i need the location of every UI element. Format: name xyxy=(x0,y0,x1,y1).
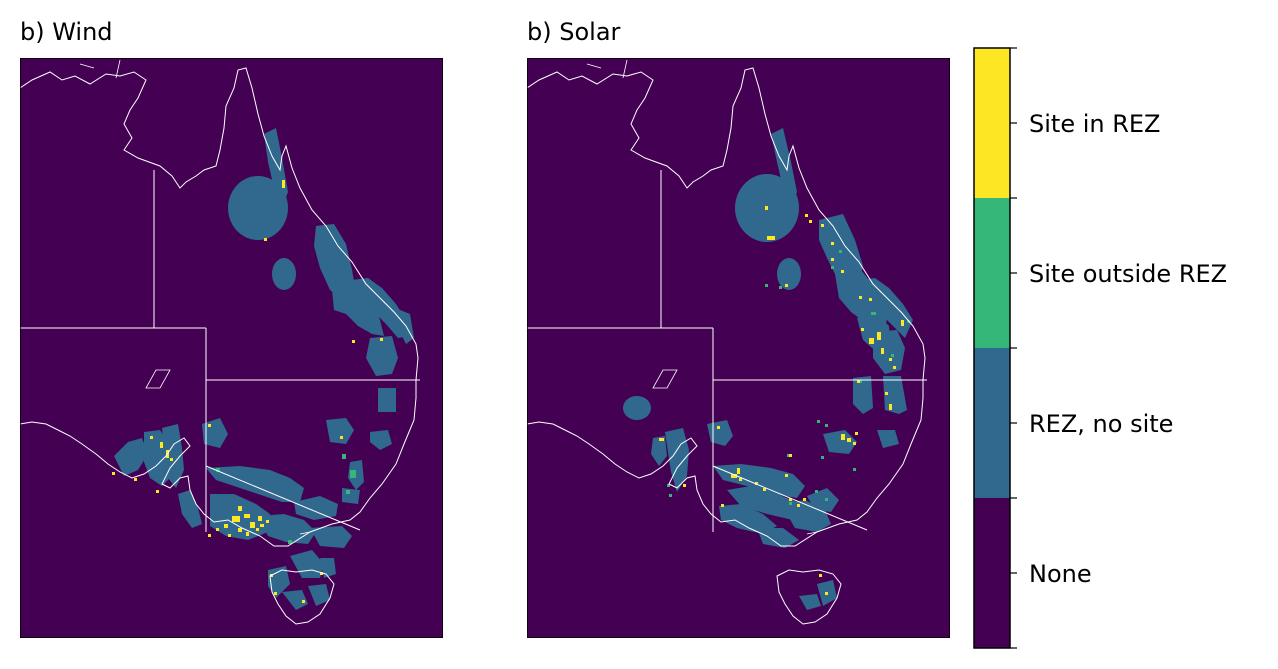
wind-sites-outside-rez xyxy=(216,454,356,544)
legend-label-site-in-rez: Site in REZ xyxy=(1029,110,1161,138)
wind-map xyxy=(20,58,443,638)
colorbar-swatch-site-outside-rez xyxy=(974,198,1010,348)
solar-panel-title: b) Solar xyxy=(527,18,621,46)
wind-rez-zones xyxy=(114,128,414,610)
legend-label-none: None xyxy=(1029,560,1092,588)
solar-map xyxy=(527,58,950,638)
solar-rez-zones xyxy=(623,128,913,610)
colorbar-swatch-none xyxy=(974,498,1010,648)
solar-sites-in-rez xyxy=(659,206,904,595)
colorbar-swatch-rez-no-site xyxy=(974,348,1010,498)
legend-label-rez-no-site: REZ, no site xyxy=(1029,410,1174,438)
colorbar-swatch-site-in-rez xyxy=(974,48,1010,198)
colorbar xyxy=(973,47,1017,649)
colorbar-ticks xyxy=(1010,47,1017,649)
wind-panel-title: b) Wind xyxy=(20,18,113,46)
legend-label-site-outside-rez: Site outside REZ xyxy=(1029,260,1228,288)
